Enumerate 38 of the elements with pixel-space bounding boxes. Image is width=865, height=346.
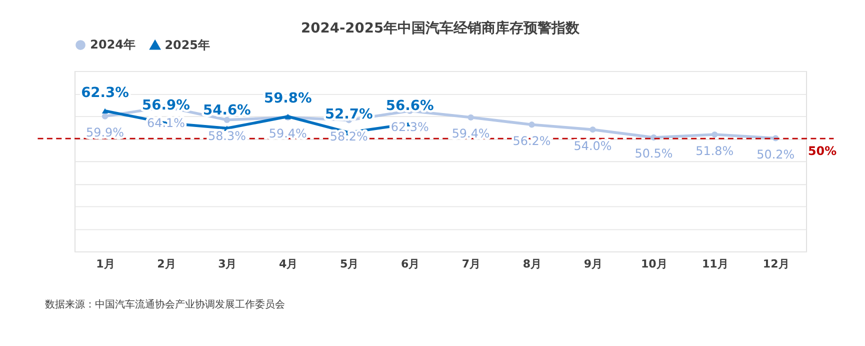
x-tick-label: 9月	[584, 257, 603, 270]
data-label: 59.4%	[452, 126, 490, 141]
data-label: 50.5%	[634, 146, 673, 161]
data-label: 62.3%	[390, 120, 429, 134]
x-tick-label: 4月	[279, 257, 298, 270]
ref-line-label: 50%	[808, 144, 837, 158]
data-label: 59.4%	[268, 126, 307, 141]
x-tick-label: 6月	[400, 257, 420, 270]
source-note: 数据来源：中国汽车流通协会产业协调发展工作委员会	[45, 298, 286, 310]
x-tick-label: 10月	[640, 257, 668, 270]
data-label: 52.7%	[324, 106, 373, 123]
point	[590, 126, 596, 133]
data-label: 51.8%	[696, 144, 734, 158]
legend-label: 2024年	[90, 38, 136, 52]
x-tick-label: 3月	[218, 257, 237, 270]
chart-title: 2024-2025年中国汽车经销商库存预警指数	[301, 19, 581, 36]
point	[102, 113, 108, 120]
x-tick-label: 12月	[762, 257, 790, 270]
data-label: 56.9%	[142, 97, 190, 114]
data-label: 50.2%	[756, 147, 795, 162]
data-label: 56.6%	[386, 98, 434, 114]
data-label: 59.9%	[86, 126, 124, 140]
data-label: 54.6%	[203, 102, 252, 118]
x-tick-label: 8月	[522, 257, 542, 270]
data-label: 62.3%	[81, 85, 130, 102]
x-tick-label: 5月	[340, 257, 359, 270]
x-tick-label: 7月	[462, 257, 481, 270]
legend-label: 2025年	[164, 38, 210, 52]
point	[528, 122, 535, 128]
point	[468, 114, 474, 120]
point	[102, 108, 108, 114]
data-label: 54.0%	[574, 138, 612, 153]
point	[712, 131, 718, 138]
point	[224, 116, 230, 123]
x-tick-label: 1月	[96, 257, 115, 270]
x-tick-label: 11月	[702, 257, 728, 270]
x-tick-label: 2月	[157, 257, 176, 270]
data-label: 59.8%	[264, 90, 312, 107]
